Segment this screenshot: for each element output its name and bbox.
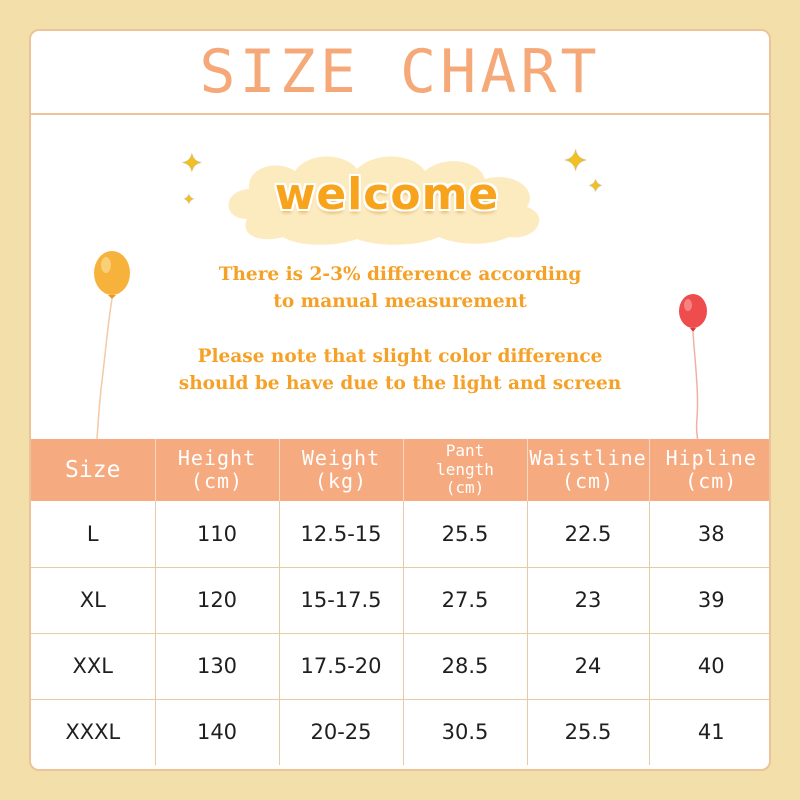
cell-size: L: [31, 501, 156, 568]
cell-hipline: 39: [649, 567, 769, 634]
cell-height: 140: [155, 699, 280, 765]
sparkle-icon: ✦: [563, 144, 589, 179]
cell-weight: 12.5-15: [279, 501, 404, 568]
header-label: Pant: [445, 441, 485, 461]
cell-pant-length: 30.5: [403, 699, 528, 765]
cell-size: XXXL: [31, 699, 156, 765]
header-waistline: Waistline (cm): [527, 439, 650, 501]
sparkle-icon: ✦: [183, 192, 195, 208]
header-label: Hipline: [665, 446, 757, 470]
sparkle-icon: ✦: [181, 149, 203, 179]
cell-size: XXL: [31, 633, 156, 700]
header-unit: (kg): [314, 469, 368, 493]
cell-pant-length: 25.5: [403, 501, 528, 568]
header-weight: Weight (kg): [279, 439, 404, 501]
header-label: Height: [177, 446, 257, 470]
cell-pant-length: 28.5: [403, 633, 528, 700]
sparkle-icon: ✦: [588, 176, 604, 197]
page-title: SIZE CHART: [199, 37, 601, 107]
size-table: Size Height (cm) Weight (kg) Pant length…: [31, 439, 769, 765]
header-hipline: Hipline (cm): [649, 439, 769, 501]
note-line: There is 2-3% difference according: [218, 264, 582, 285]
table-row: L 110 12.5-15 25.5 22.5 38: [31, 501, 769, 568]
header-height: Height (cm): [155, 439, 280, 501]
red-balloon-icon: [679, 294, 707, 443]
orange-balloon-icon: [94, 251, 130, 439]
size-chart-card: SIZE CHART ✦ ✦ ✦ ✦ welcome There is 2-3%…: [29, 29, 771, 771]
cell-weight: 17.5-20: [279, 633, 404, 700]
header-label: Weight: [301, 446, 381, 470]
cell-weight: 15-17.5: [279, 567, 404, 634]
header-unit: (cm): [445, 478, 485, 498]
cell-height: 120: [155, 567, 280, 634]
header-unit: (cm): [190, 469, 244, 493]
cell-waistline: 25.5: [527, 699, 650, 765]
table-row: XL 120 15-17.5 27.5 23 39: [31, 567, 769, 634]
header-label: Size: [65, 456, 121, 483]
cell-height: 130: [155, 633, 280, 700]
cell-waistline: 24: [527, 633, 650, 700]
cell-hipline: 40: [649, 633, 769, 700]
cell-waistline: 22.5: [527, 501, 650, 568]
title-bar: SIZE CHART: [31, 31, 769, 115]
table-row: XXL 130 17.5-20 28.5 24 40: [31, 633, 769, 700]
header-unit: (cm): [685, 469, 738, 493]
cell-hipline: 41: [697, 720, 725, 745]
header-size: Size: [31, 439, 156, 501]
color-note: Please note that slight color difference…: [31, 343, 769, 397]
cloud-icon: [228, 156, 540, 245]
cell-height: 110: [155, 501, 280, 568]
table-header-row: Size Height (cm) Weight (kg) Pant length…: [31, 439, 769, 501]
cell-size: XL: [31, 567, 156, 634]
note-line: Please note that slight color difference: [197, 346, 603, 367]
header-pant-length: Pant length (cm): [403, 439, 528, 501]
cell-waistline: 23: [527, 567, 650, 634]
note-line: should be have due to the light and scre…: [178, 373, 622, 394]
header-unit: (cm): [561, 469, 615, 493]
welcome-heading: welcome: [274, 168, 500, 220]
cell-pant-length: 27.5: [403, 567, 528, 634]
cell-weight: 20-25: [279, 699, 404, 765]
table-row: XXXL 140 20-25 30.5 25.5 41: [31, 699, 769, 765]
measurement-note: There is 2-3% difference according to ma…: [31, 261, 769, 315]
note-line: to manual measurement: [273, 291, 527, 312]
header-label: length: [436, 459, 494, 479]
header-label: Waistline: [529, 446, 647, 470]
cell-hipline: 38: [649, 501, 769, 568]
